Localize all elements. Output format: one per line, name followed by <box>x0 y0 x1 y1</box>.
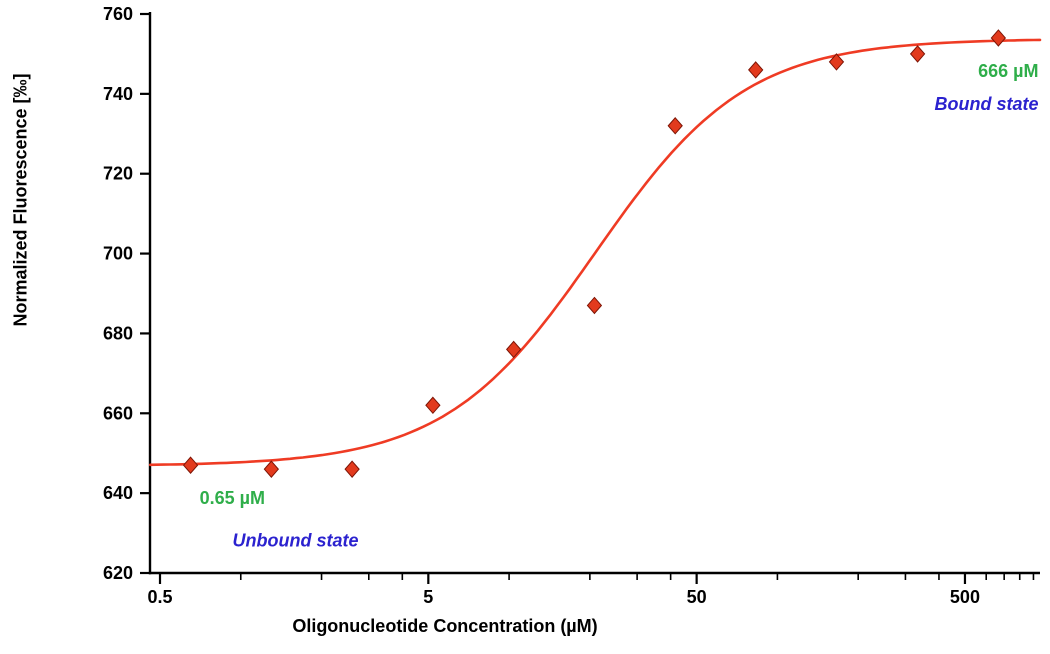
annotation-unbound-state: Unbound state <box>233 531 359 551</box>
y-tick-label: 760 <box>103 4 133 24</box>
data-points <box>182 29 1007 478</box>
y-tick-label: 640 <box>103 483 133 503</box>
x-tick-label: 50 <box>687 587 707 607</box>
data-point <box>748 61 764 79</box>
y-tick-label: 740 <box>103 84 133 104</box>
y-tick-label: 680 <box>103 323 133 343</box>
data-point <box>990 29 1007 47</box>
annotation-bound-state: Bound state <box>935 94 1039 114</box>
data-point <box>828 53 845 71</box>
data-point <box>182 456 199 474</box>
data-point <box>667 117 683 135</box>
x-tick-label: 5 <box>423 587 433 607</box>
y-tick-label: 720 <box>103 164 133 184</box>
x-tick-label: 0.5 <box>147 587 172 607</box>
axes <box>148 12 1040 575</box>
y-tick-label: 620 <box>103 563 133 583</box>
y-axis-title: Normalized Fluorescence [‰] <box>10 73 31 327</box>
data-point <box>505 340 522 359</box>
data-point <box>586 296 603 315</box>
data-point <box>344 460 360 478</box>
annotation-bound-concentration: 666 µM <box>978 61 1038 81</box>
x-axis-ticks: 0.5 5 50 500 <box>147 573 1035 607</box>
y-tick-label: 660 <box>103 403 133 423</box>
x-tick-label: 500 <box>950 587 980 607</box>
y-axis-ticks: 620 640 660 680 700 720 740 760 <box>103 4 150 583</box>
y-tick-label: 700 <box>103 244 133 264</box>
data-point <box>263 460 280 478</box>
x-axis-title: Oligonucleotide Concentration (µM) <box>292 616 598 636</box>
fit-curve <box>149 38 1042 467</box>
data-point <box>909 45 926 63</box>
annotation-unbound-concentration: 0.65 µM <box>200 488 265 508</box>
data-point <box>425 396 441 415</box>
